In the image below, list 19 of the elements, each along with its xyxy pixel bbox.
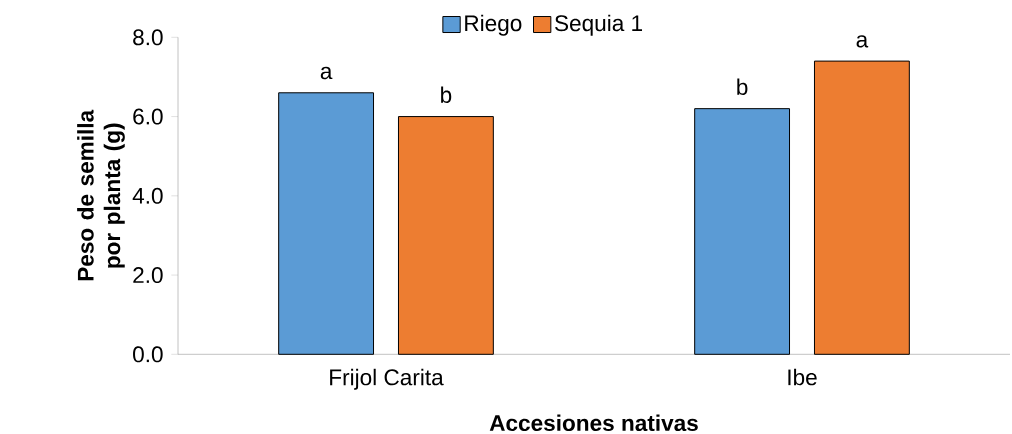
y-tick-label: 2.0: [133, 266, 163, 283]
annotation: a: [320, 66, 333, 80]
x-tick-label: Frijol Carita: [330, 368, 444, 390]
annotation: b: [737, 78, 748, 95]
y-tick-label: 8.0: [133, 29, 163, 46]
x-axis-title: Accesiones nativas: [489, 414, 698, 431]
annotation: b: [441, 86, 452, 103]
y-tick-label: 6.0: [133, 108, 163, 125]
bar: [694, 107, 791, 355]
y-tick-label: 4.0: [132, 187, 163, 204]
legend-label: Sequia 1: [555, 14, 643, 36]
bar: [278, 92, 375, 355]
bar: [813, 60, 910, 355]
bar: [397, 115, 494, 355]
annotation: a: [856, 34, 869, 48]
y-tick-label: 0.0: [133, 346, 163, 363]
x-tick-label: Ibe: [788, 368, 817, 386]
legend-label: Riego: [465, 14, 522, 36]
y-axis-title: Peso de semilla por planta (g): [77, 109, 125, 281]
